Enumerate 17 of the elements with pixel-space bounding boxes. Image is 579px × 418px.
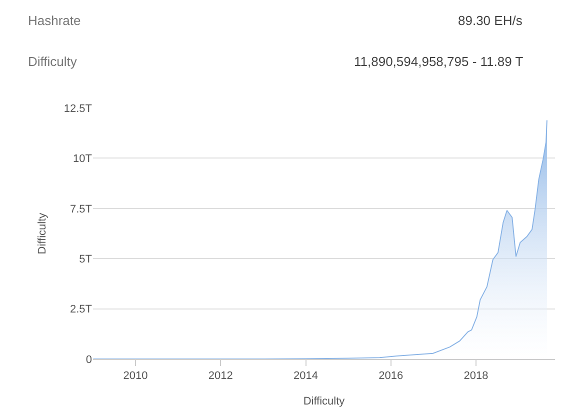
y-tick-label: 5T [79, 253, 92, 266]
y-axis-title: Difficulty [36, 212, 49, 254]
x-tick-label: 2014 [294, 370, 318, 382]
x-tick-label: 2018 [464, 370, 488, 382]
text: Hashrate [28, 13, 81, 28]
text: 89.30 EH/s [458, 13, 523, 28]
y-tick-label: 2.5T [70, 304, 92, 316]
x-axis-title: Difficulty [303, 395, 346, 408]
y-tick-label: 7.5T [70, 203, 92, 216]
y-tick-label: 10T [73, 153, 92, 166]
x-tick-label: 2010 [123, 370, 148, 382]
text: 11,890,594,958,795 - 11.89 T [354, 54, 524, 69]
x-tick-label: 2016 [378, 370, 404, 382]
x-tick-label: 2012 [208, 370, 233, 382]
text: Difficulty [28, 54, 78, 69]
y-tick-label: 12.5T [64, 102, 92, 115]
y-tick-label: 0 [86, 354, 92, 366]
